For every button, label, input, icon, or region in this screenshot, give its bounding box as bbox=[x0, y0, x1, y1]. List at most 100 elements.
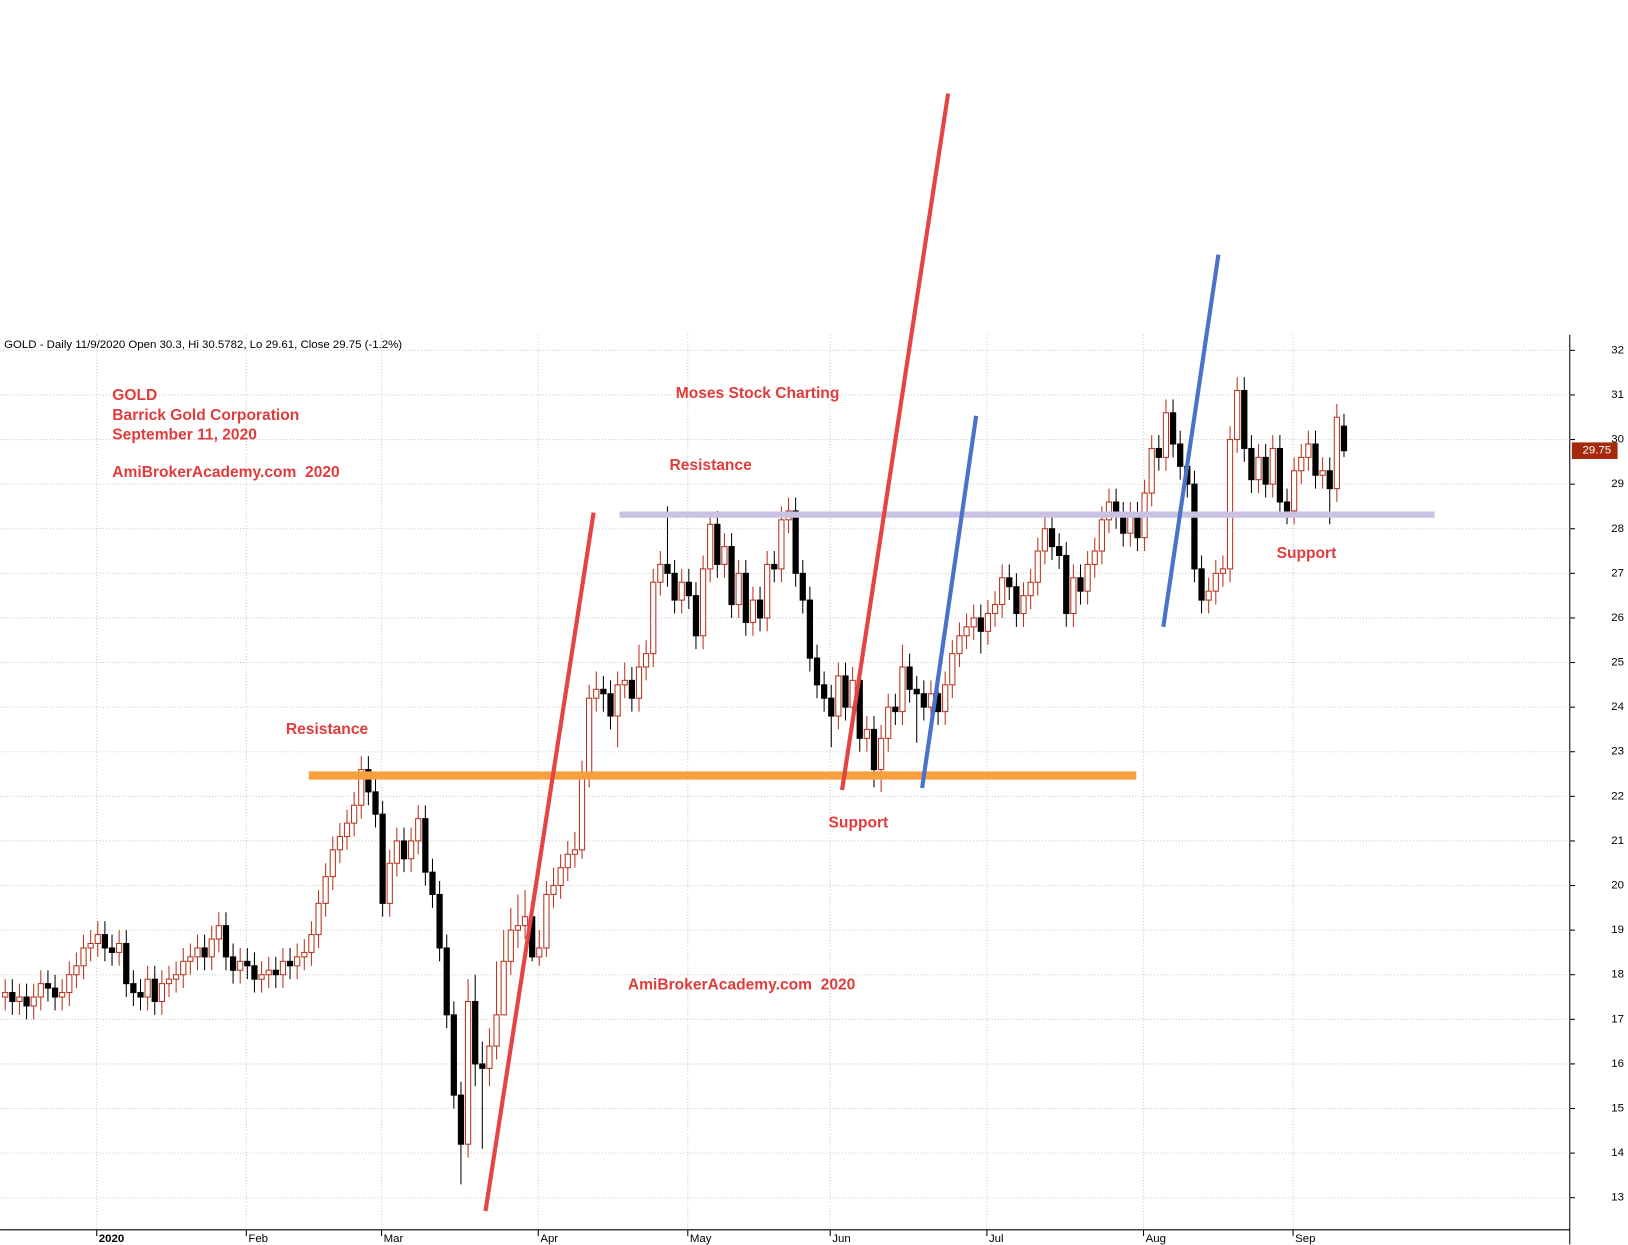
candle-body bbox=[400, 840, 408, 860]
candle-body bbox=[1269, 447, 1276, 485]
candle-body bbox=[806, 599, 814, 659]
candle-body bbox=[1098, 519, 1105, 552]
candle-body bbox=[1255, 456, 1262, 481]
candle-body bbox=[343, 822, 351, 837]
candle-body bbox=[578, 773, 586, 851]
candle-body bbox=[835, 675, 842, 717]
x-tick-label: Aug bbox=[1146, 1233, 1166, 1245]
candle-body bbox=[877, 737, 885, 771]
y-tick-label: 27 bbox=[1611, 567, 1624, 579]
candle-body bbox=[1148, 447, 1155, 494]
candle-body bbox=[144, 978, 151, 998]
candle-body bbox=[892, 706, 899, 713]
y-tick-label: 18 bbox=[1611, 969, 1624, 981]
x-tick-label: 2020 bbox=[99, 1233, 124, 1245]
candle-body bbox=[742, 572, 749, 623]
candle-body bbox=[365, 769, 372, 793]
candle-body bbox=[920, 693, 927, 708]
candle-body bbox=[251, 965, 258, 980]
candle-body bbox=[678, 581, 685, 601]
candle-body bbox=[1105, 501, 1113, 521]
candle-body bbox=[500, 960, 507, 1016]
y-tick-label: 23 bbox=[1611, 746, 1624, 758]
candle-body bbox=[1177, 443, 1184, 467]
price-tag bbox=[1571, 442, 1618, 460]
candle-body bbox=[1276, 447, 1284, 503]
x-tick-label: May bbox=[690, 1233, 712, 1245]
candle-body bbox=[600, 688, 607, 695]
grid: 1314151617181920212223242526272829303132… bbox=[0, 334, 1625, 1245]
candle-body bbox=[1048, 528, 1056, 548]
candle-body bbox=[821, 684, 828, 699]
candle-body bbox=[1219, 568, 1227, 574]
candle-body bbox=[756, 599, 764, 619]
candle-body bbox=[237, 960, 244, 971]
candle-body bbox=[1034, 550, 1041, 583]
candle-body bbox=[1326, 470, 1333, 490]
candle-body bbox=[279, 960, 287, 976]
candle-body bbox=[657, 563, 664, 583]
candle-body bbox=[372, 791, 379, 815]
candle-body bbox=[315, 902, 322, 936]
candle-body bbox=[863, 728, 870, 739]
candle-body bbox=[215, 925, 222, 940]
candle-body bbox=[1333, 416, 1340, 490]
candle-body bbox=[94, 934, 101, 945]
candle-body bbox=[329, 849, 336, 878]
candle-body bbox=[1041, 528, 1049, 552]
candle-body bbox=[963, 626, 970, 637]
candle-body bbox=[37, 983, 44, 998]
candle-body bbox=[1191, 483, 1198, 570]
candle-body bbox=[735, 572, 742, 606]
y-tick-label: 24 bbox=[1611, 701, 1624, 713]
candle-body bbox=[23, 996, 30, 1007]
candle-body bbox=[443, 947, 450, 1016]
y-tick-label: 13 bbox=[1611, 1192, 1624, 1204]
candle-body bbox=[1084, 563, 1091, 592]
candle-body bbox=[956, 635, 963, 655]
candle-body bbox=[208, 938, 215, 958]
candle-body bbox=[464, 1000, 472, 1145]
candles: 29.75 bbox=[2, 377, 1618, 1185]
candle-body bbox=[16, 996, 23, 1003]
candle-body bbox=[187, 956, 194, 962]
candle-body bbox=[351, 804, 358, 824]
candle-body bbox=[322, 876, 329, 904]
candle-body bbox=[1340, 425, 1348, 452]
candle-body bbox=[1077, 577, 1084, 592]
candle-body bbox=[1013, 586, 1020, 615]
candle-body bbox=[628, 679, 635, 699]
candle-body bbox=[1226, 439, 1234, 570]
candle-body bbox=[1027, 581, 1034, 597]
candle-body bbox=[51, 987, 59, 998]
candle-body bbox=[771, 563, 778, 570]
candle-body bbox=[1070, 577, 1077, 615]
candle-body bbox=[286, 960, 294, 967]
candle-body bbox=[137, 992, 144, 998]
annotation: Support bbox=[1277, 545, 1337, 562]
candle-body bbox=[984, 612, 992, 632]
candle-body bbox=[201, 947, 208, 958]
candle-body bbox=[1319, 470, 1326, 476]
candle-body bbox=[422, 818, 429, 873]
candle-body bbox=[30, 996, 37, 1007]
y-tick-label: 22 bbox=[1611, 790, 1624, 802]
candle-body bbox=[949, 653, 956, 686]
candle-body bbox=[1205, 590, 1212, 601]
candle-body bbox=[450, 1014, 457, 1096]
candle-body bbox=[1291, 470, 1298, 512]
candle-body bbox=[308, 934, 315, 953]
candle-body bbox=[151, 978, 158, 1003]
candle-body bbox=[614, 684, 621, 717]
candle-body bbox=[764, 563, 771, 619]
header: GOLD - Daily 11/9/2020 Open 30.3, Hi 30.… bbox=[4, 339, 402, 351]
candle-body bbox=[828, 697, 835, 717]
candle-body bbox=[358, 769, 365, 806]
y-tick-label: 29 bbox=[1611, 478, 1624, 490]
x-tick-label: Sep bbox=[1295, 1233, 1315, 1245]
candle-body bbox=[130, 983, 137, 994]
candle-body bbox=[1283, 501, 1291, 512]
candle-body bbox=[66, 974, 73, 994]
candle-body bbox=[429, 871, 436, 895]
